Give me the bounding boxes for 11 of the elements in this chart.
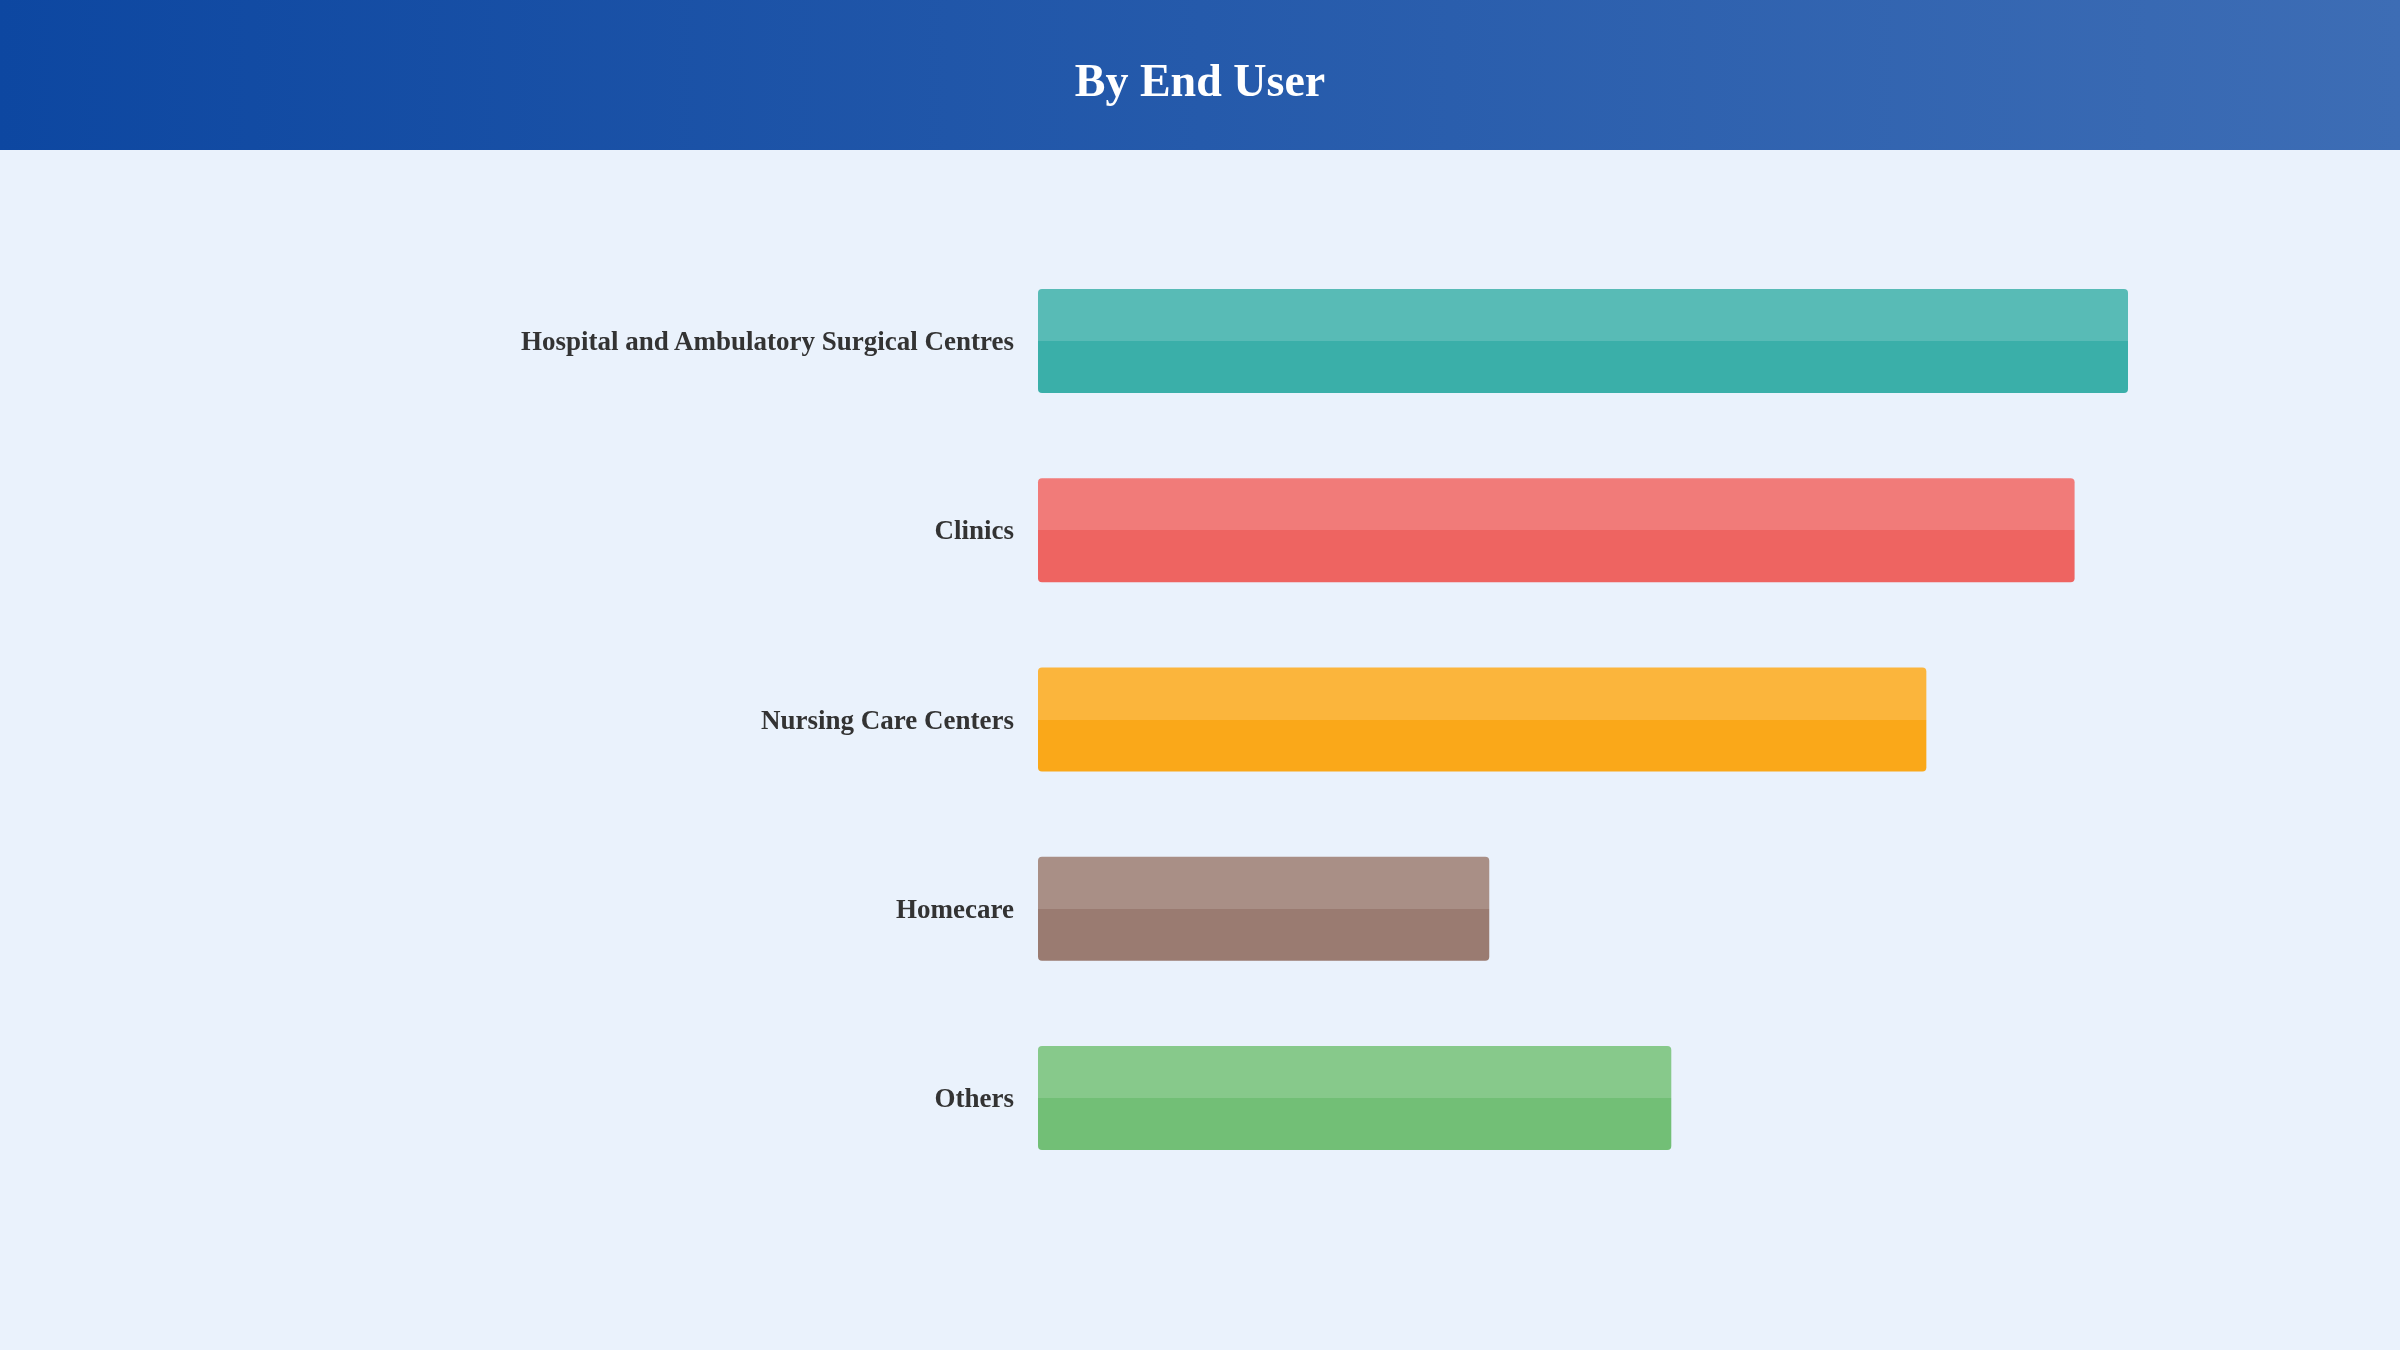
bar xyxy=(1038,289,2128,394)
bar xyxy=(1038,1045,1672,1150)
y-tick-label: Others xyxy=(934,1082,1014,1113)
chart-title: By End User xyxy=(1074,54,1326,106)
y-tick-label: Clinics xyxy=(934,515,1014,546)
y-tick-label: Nursing Care Centers xyxy=(761,704,1014,735)
bar xyxy=(1038,478,2075,583)
bar xyxy=(1038,856,1490,961)
y-tick-label: Hospital and Ambulatory Surgical Centres xyxy=(520,326,1014,357)
bar xyxy=(1038,667,1927,772)
y-tick-label: Homecare xyxy=(896,893,1014,924)
